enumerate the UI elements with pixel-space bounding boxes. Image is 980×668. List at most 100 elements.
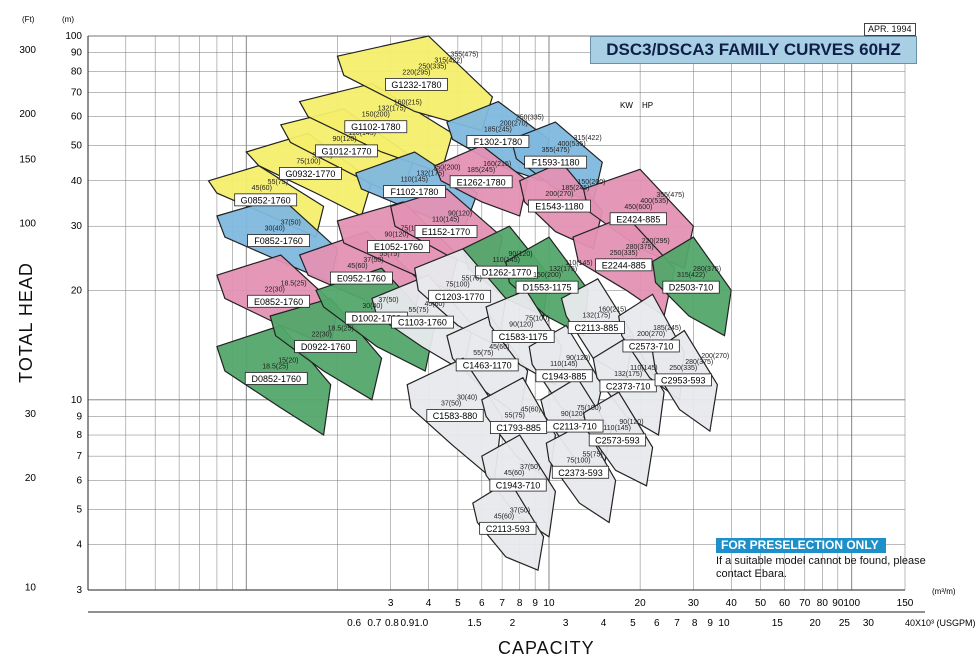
kw-label: 250(335) (516, 114, 544, 121)
gpm-tick-label: 2 (510, 618, 516, 629)
model-label-box (344, 120, 408, 134)
model-label: E0852-1760 (254, 297, 303, 307)
model-label: C1943-710 (496, 481, 541, 491)
model-label: C1793-885 (496, 423, 541, 433)
kw-label: 200(270) (701, 353, 729, 360)
kw-label: 90(120) (332, 136, 356, 143)
kw-label: 110(145) (348, 130, 376, 137)
model-label-box (466, 135, 530, 148)
y-tick-label: 80 (71, 66, 83, 77)
kw-label: 55(75) (268, 179, 288, 186)
model-label-box (279, 167, 342, 180)
gpm-tick-label: 8 (692, 618, 698, 629)
kw-label: 55(75) (582, 451, 602, 458)
gpm-tick-label: 1.5 (468, 618, 482, 629)
kw-label: 55(75) (408, 307, 428, 314)
kw-label: 75(100) (296, 158, 320, 165)
kw-label: 200(270) (545, 191, 573, 198)
x-tick-label: 7 (499, 598, 505, 609)
x-tick-label: 90 (832, 598, 844, 609)
kw-label: 160(215) (483, 161, 511, 168)
model-label: G0932-1770 (285, 169, 335, 179)
kw-label: 55(75) (505, 413, 525, 420)
model-label: C1583-1175 (499, 332, 548, 342)
model-label-box (428, 289, 492, 303)
model-label: E1152-1770 (422, 227, 470, 237)
model-label: E2424-885 (616, 214, 660, 224)
kw-label: 15(20) (278, 357, 298, 364)
y-tick-label: 3 (76, 585, 82, 596)
gpm-tick-label: 1.0 (414, 618, 428, 629)
y-tick-label: 40 (71, 176, 83, 187)
kw-label: 160(215) (598, 306, 626, 313)
kw-label: 75(100) (525, 315, 549, 322)
model-label: C2573-593 (595, 435, 640, 445)
kw-label: 185(245) (561, 185, 589, 192)
model-label-box (595, 258, 653, 272)
kw-label: 185(245) (467, 167, 495, 174)
kw-label: 37(50) (378, 297, 398, 304)
kw-label: 37(50) (281, 220, 301, 227)
kw-label: 37(50) (510, 507, 530, 514)
kw-label: 132(175) (378, 106, 406, 113)
kw-label: 110(145) (550, 361, 578, 368)
model-label-box (383, 185, 446, 199)
model-label: C2573-710 (629, 341, 674, 351)
model-label: D1002-1760 (352, 314, 402, 324)
chart-title: DSC3/DSCA3 FAMILY CURVES 60HZ (590, 36, 917, 64)
model-label-box (247, 234, 310, 247)
model-label-box (244, 372, 308, 385)
model-label-box (622, 339, 680, 353)
kw-label: 30(40) (457, 395, 477, 402)
kw-label: 45(60) (347, 263, 367, 270)
preselection-banner: FOR PRESELECTION ONLY (716, 538, 886, 553)
kw-label: 150(200) (362, 112, 390, 119)
x-tick-label: 9 (532, 598, 538, 609)
x-tick-label: 70 (799, 598, 811, 609)
gpm-tick-label: 9 (707, 618, 713, 629)
kw-label: 18.5(25) (281, 280, 307, 287)
kw-label: 220(295) (642, 238, 670, 245)
y-tick-label: 20 (71, 285, 83, 296)
kw-label: 110(145) (492, 257, 520, 264)
x-tick-label: 3 (388, 598, 394, 609)
kw-label: 450(600) (624, 204, 652, 211)
preselection-note: If a suitable model cannot be found, ple… (716, 555, 926, 580)
kw-label: 315(422) (677, 272, 705, 279)
x-tick-label: 8 (517, 598, 523, 609)
kw-label: 315(422) (434, 57, 462, 64)
ft-tick-label: 10 (25, 582, 37, 593)
gpm-tick-label: 0.9 (400, 618, 414, 629)
model-label-box (315, 144, 378, 158)
model-label-box (528, 199, 591, 213)
x-tick-label: 40 (726, 598, 738, 609)
gpm-tick-label: 6 (654, 618, 660, 629)
y-tick-label: 50 (71, 141, 83, 152)
kw-label: 45(60) (424, 301, 444, 308)
kw-label: 90(120) (566, 355, 590, 362)
model-label: D1262-1770 (482, 268, 532, 278)
model-label-box (567, 321, 626, 334)
x-axis-label: CAPACITY (498, 638, 595, 658)
y-tick-label: 4 (76, 540, 82, 551)
x-tick-label: 5 (455, 598, 461, 609)
kw-label: 400(535) (558, 141, 586, 148)
kw-label: 355(475) (542, 147, 570, 154)
kw-label: 280(375) (693, 266, 721, 273)
model-label: G1232-1780 (391, 80, 441, 90)
kw-label: 150(200) (432, 165, 460, 172)
kw-label: 150(200) (577, 179, 605, 186)
kw-label: 400(535) (640, 198, 668, 205)
y-axis-label: TOTAL HEAD (15, 262, 36, 383)
kw-label: 90(120) (508, 251, 532, 258)
kw-label: 18.5(25) (262, 363, 288, 370)
kw-label: 45(60) (521, 407, 541, 414)
kw-label: 90(120) (385, 232, 409, 239)
x-tick-label: 30 (688, 598, 700, 609)
kw-label: 185(245) (484, 126, 512, 133)
model-label: E1543-1180 (535, 202, 583, 212)
kw-label: 315(422) (574, 135, 602, 142)
model-label: E2244-885 (602, 260, 646, 270)
gpm-tick-label: 30 (863, 618, 875, 629)
kw-label: 30(40) (265, 226, 285, 233)
